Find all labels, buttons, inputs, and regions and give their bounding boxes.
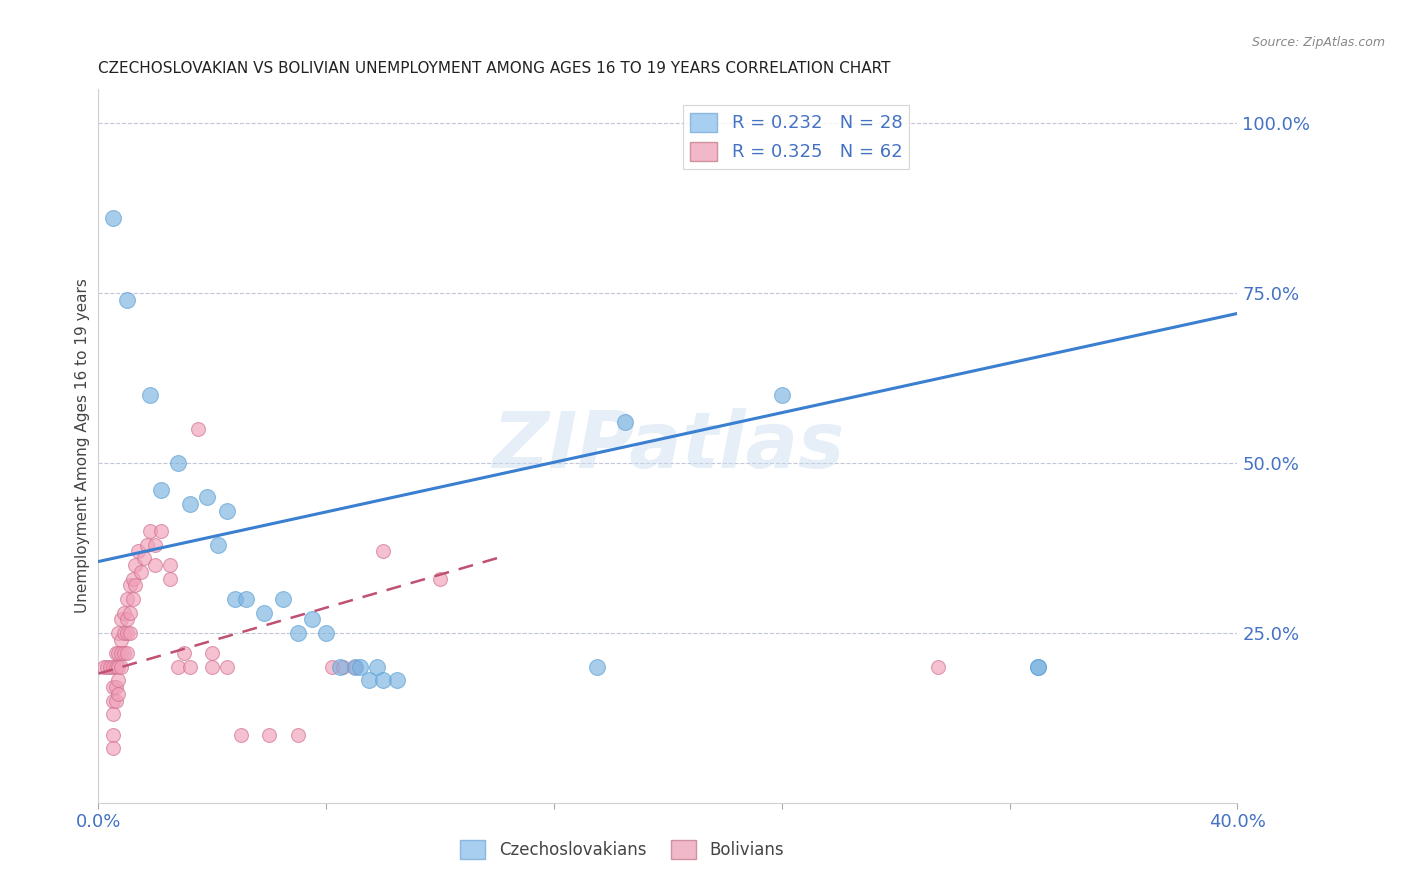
Point	[343, 660, 366, 674]
Point	[145, 558, 167, 572]
Point	[179, 660, 201, 674]
Legend: Czechoslovakians, Bolivians: Czechoslovakians, Bolivians	[454, 834, 790, 866]
Point	[927, 660, 949, 674]
Point	[321, 660, 343, 674]
Point	[104, 660, 127, 674]
Point	[107, 673, 129, 688]
Point	[101, 680, 124, 694]
Point	[101, 211, 124, 226]
Point	[229, 728, 252, 742]
Point	[104, 680, 127, 694]
Point	[112, 606, 135, 620]
Point	[215, 660, 238, 674]
Point	[159, 572, 181, 586]
Point	[215, 503, 238, 517]
Point	[770, 388, 793, 402]
Point	[235, 591, 257, 606]
Point	[366, 660, 388, 674]
Point	[110, 660, 132, 674]
Point	[387, 673, 409, 688]
Point	[167, 660, 190, 674]
Point	[287, 728, 309, 742]
Point	[104, 646, 127, 660]
Point	[614, 415, 637, 429]
Point	[124, 558, 146, 572]
Point	[159, 558, 181, 572]
Point	[273, 591, 295, 606]
Point	[138, 524, 160, 538]
Point	[332, 660, 354, 674]
Point	[110, 632, 132, 647]
Text: ZIPatlas: ZIPatlas	[492, 408, 844, 484]
Point	[195, 490, 218, 504]
Point	[201, 646, 224, 660]
Point	[349, 660, 371, 674]
Point	[115, 293, 138, 307]
Point	[201, 660, 224, 674]
Point	[115, 591, 138, 606]
Point	[115, 646, 138, 660]
Point	[112, 626, 135, 640]
Point	[150, 524, 173, 538]
Point	[259, 728, 281, 742]
Point	[101, 741, 124, 756]
Y-axis label: Unemployment Among Ages 16 to 19 years: Unemployment Among Ages 16 to 19 years	[75, 278, 90, 614]
Point	[118, 578, 141, 592]
Point	[329, 660, 352, 674]
Point	[104, 694, 127, 708]
Text: Source: ZipAtlas.com: Source: ZipAtlas.com	[1251, 36, 1385, 49]
Point	[173, 646, 195, 660]
Point	[101, 694, 124, 708]
Point	[107, 626, 129, 640]
Point	[107, 646, 129, 660]
Point	[1026, 660, 1049, 674]
Point	[224, 591, 246, 606]
Point	[127, 544, 149, 558]
Point	[150, 483, 173, 498]
Point	[145, 537, 167, 551]
Point	[115, 626, 138, 640]
Point	[101, 707, 124, 722]
Point	[429, 572, 451, 586]
Point	[115, 612, 138, 626]
Point	[585, 660, 607, 674]
Point	[129, 565, 152, 579]
Point	[207, 537, 229, 551]
Point	[98, 660, 121, 674]
Point	[110, 612, 132, 626]
Point	[110, 646, 132, 660]
Point	[287, 626, 309, 640]
Point	[121, 591, 143, 606]
Point	[101, 660, 124, 674]
Point	[93, 660, 115, 674]
Point	[357, 673, 380, 688]
Point	[135, 537, 157, 551]
Point	[252, 606, 274, 620]
Point	[373, 544, 395, 558]
Point	[118, 606, 141, 620]
Point	[301, 612, 323, 626]
Point	[124, 578, 146, 592]
Point	[138, 388, 160, 402]
Text: CZECHOSLOVAKIAN VS BOLIVIAN UNEMPLOYMENT AMONG AGES 16 TO 19 YEARS CORRELATION C: CZECHOSLOVAKIAN VS BOLIVIAN UNEMPLOYMENT…	[98, 61, 891, 76]
Point	[343, 660, 366, 674]
Point	[107, 687, 129, 701]
Point	[107, 660, 129, 674]
Point	[187, 422, 209, 436]
Point	[118, 626, 141, 640]
Point	[101, 728, 124, 742]
Point	[121, 572, 143, 586]
Point	[112, 646, 135, 660]
Point	[179, 497, 201, 511]
Point	[96, 660, 118, 674]
Point	[315, 626, 337, 640]
Point	[1026, 660, 1049, 674]
Point	[373, 673, 395, 688]
Point	[167, 456, 190, 470]
Point	[132, 551, 155, 566]
